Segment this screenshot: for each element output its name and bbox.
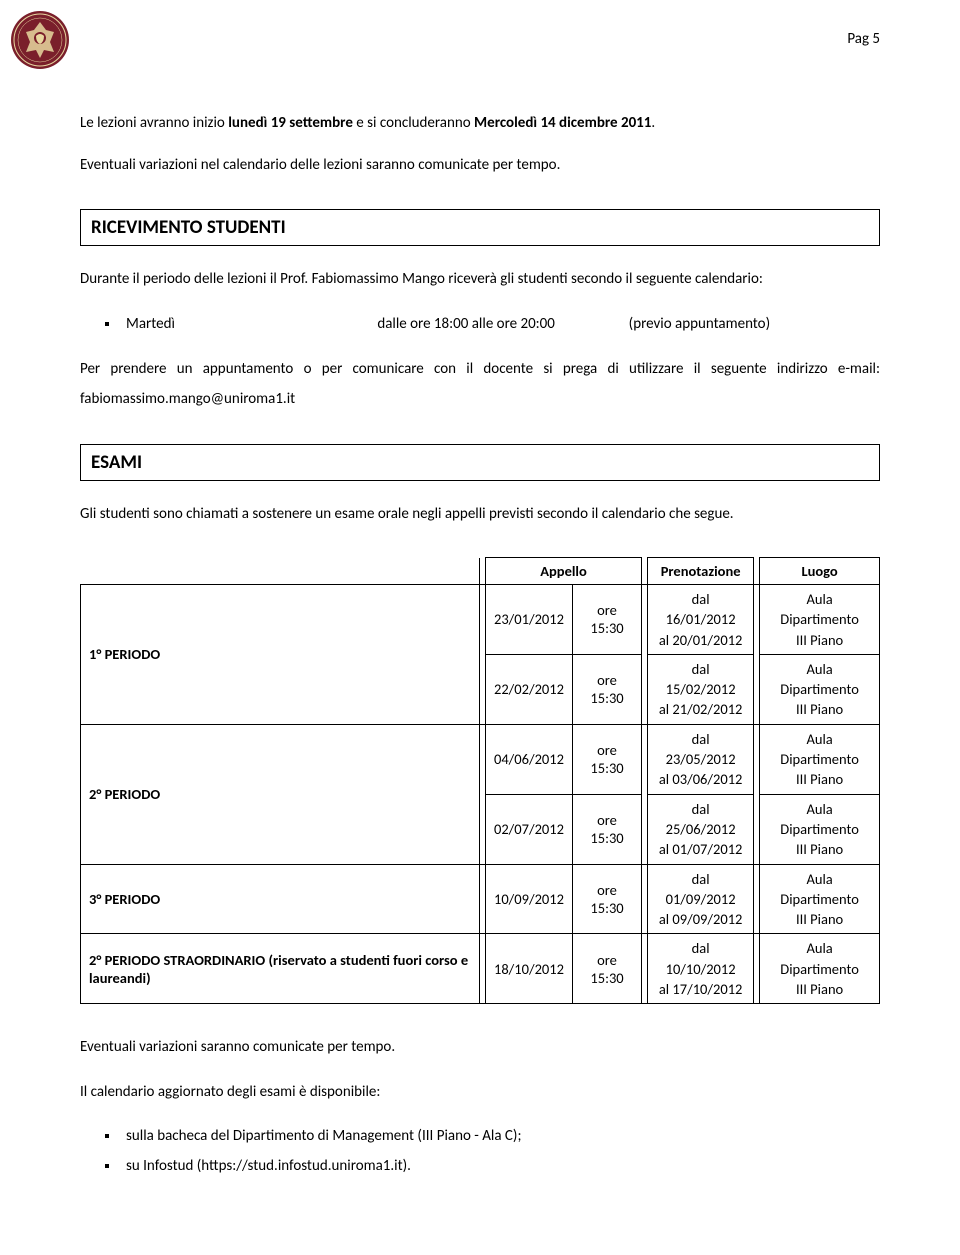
intro-line2: Eventuali variazioni nel calendario dell… <box>80 152 880 179</box>
schedule-item: Martedì dalle ore 18:00 alle ore 20:00 (… <box>120 309 880 339</box>
esami-footer2: Il calendario aggiornato degli esami è d… <box>80 1077 880 1107</box>
prenotazione-cell: dal 25/06/2012al 01/07/2012 <box>648 794 754 864</box>
intro-bold-start: lunedì 19 settembre <box>228 114 353 132</box>
university-logo-icon <box>10 10 70 70</box>
table-row: 1° PERIODO23/01/2012ore 15:30dal 16/01/2… <box>81 585 880 655</box>
esami-intro: Gli studenti sono chiamati a sostenere u… <box>80 499 880 529</box>
header-luogo: Luogo <box>760 558 880 585</box>
prenotazione-cell: dal 16/01/2012al 20/01/2012 <box>648 585 754 655</box>
section-heading-ricevimento: RICEVIMENTO STUDENTI <box>80 209 880 246</box>
date-cell: 23/01/2012 <box>485 585 572 655</box>
ricevimento-para2: Per prendere un appuntamento o per comun… <box>80 354 880 414</box>
intro-paragraph: Le lezioni avranno inizio lunedì 19 sett… <box>80 110 880 179</box>
time-cell: ore 15:30 <box>572 654 641 724</box>
periodo-cell: 1° PERIODO <box>81 585 480 725</box>
esami-footer1: Eventuali variazioni saranno comunicate … <box>80 1032 880 1062</box>
table-header-row: Appello Prenotazione Luogo <box>81 558 880 585</box>
schedule-list: Martedì dalle ore 18:00 alle ore 20:00 (… <box>80 309 880 339</box>
prenotazione-cell: dal 01/09/2012al 09/09/2012 <box>648 864 754 934</box>
periodo-cell: 2° PERIODO STRAORDINARIO (riservato a st… <box>81 934 480 1004</box>
header-prenotazione: Prenotazione <box>648 558 754 585</box>
prenotazione-cell: dal 15/02/2012al 21/02/2012 <box>648 654 754 724</box>
exam-table: Appello Prenotazione Luogo 1° PERIODO23/… <box>80 557 880 1004</box>
luogo-cell: Aula DipartimentoIII Piano <box>760 585 880 655</box>
date-cell: 18/10/2012 <box>485 934 572 1004</box>
date-cell: 04/06/2012 <box>485 724 572 794</box>
ricevimento-para1: Durante il periodo delle lezioni il Prof… <box>80 264 880 294</box>
time-cell: ore 15:30 <box>572 794 641 864</box>
luogo-cell: Aula DipartimentoIII Piano <box>760 934 880 1004</box>
page-number: Pag 5 <box>847 30 880 48</box>
luogo-cell: Aula DipartimentoIII Piano <box>760 794 880 864</box>
luogo-cell: Aula DipartimentoIII Piano <box>760 864 880 934</box>
schedule-hours: dalle ore 18:00 alle ore 20:00 <box>377 309 628 339</box>
page: Pag 5 Le lezioni avranno inizio lunedì 1… <box>0 0 960 1255</box>
date-cell: 10/09/2012 <box>485 864 572 934</box>
table-row: 2° PERIODO STRAORDINARIO (riservato a st… <box>81 934 880 1004</box>
section-heading-esami: ESAMI <box>80 444 880 481</box>
prenotazione-cell: dal 10/10/2012al 17/10/2012 <box>648 934 754 1004</box>
footer-bullet: sulla bacheca del Dipartimento di Manage… <box>120 1121 880 1151</box>
intro-text: Le lezioni avranno inizio <box>80 114 228 132</box>
footer-bullet: su Infostud (https://stud.infostud.uniro… <box>120 1151 880 1181</box>
luogo-cell: Aula DipartimentoIII Piano <box>760 724 880 794</box>
schedule-day: Martedì <box>126 309 377 339</box>
time-cell: ore 15:30 <box>572 585 641 655</box>
periodo-cell: 2° PERIODO <box>81 724 480 864</box>
intro-bold-end: Mercoledì 14 dicembre 2011 <box>474 114 651 132</box>
time-cell: ore 15:30 <box>572 864 641 934</box>
periodo-cell: 3° PERIODO <box>81 864 480 934</box>
date-cell: 02/07/2012 <box>485 794 572 864</box>
time-cell: ore 15:30 <box>572 724 641 794</box>
intro-text: . <box>651 114 655 132</box>
schedule-note: (previo appuntamento) <box>629 309 880 339</box>
table-row: 2° PERIODO04/06/2012ore 15:30dal 23/05/2… <box>81 724 880 794</box>
date-cell: 22/02/2012 <box>485 654 572 724</box>
header-appello: Appello <box>485 558 641 585</box>
table-row: 3° PERIODO10/09/2012ore 15:30dal 01/09/2… <box>81 864 880 934</box>
footer-bullet-list: sulla bacheca del Dipartimento di Manage… <box>80 1121 880 1181</box>
intro-text: e si concluderanno <box>353 114 474 132</box>
header-spacer <box>81 558 480 585</box>
time-cell: ore 15:30 <box>572 934 641 1004</box>
luogo-cell: Aula DipartimentoIII Piano <box>760 654 880 724</box>
prenotazione-cell: dal 23/05/2012al 03/06/2012 <box>648 724 754 794</box>
